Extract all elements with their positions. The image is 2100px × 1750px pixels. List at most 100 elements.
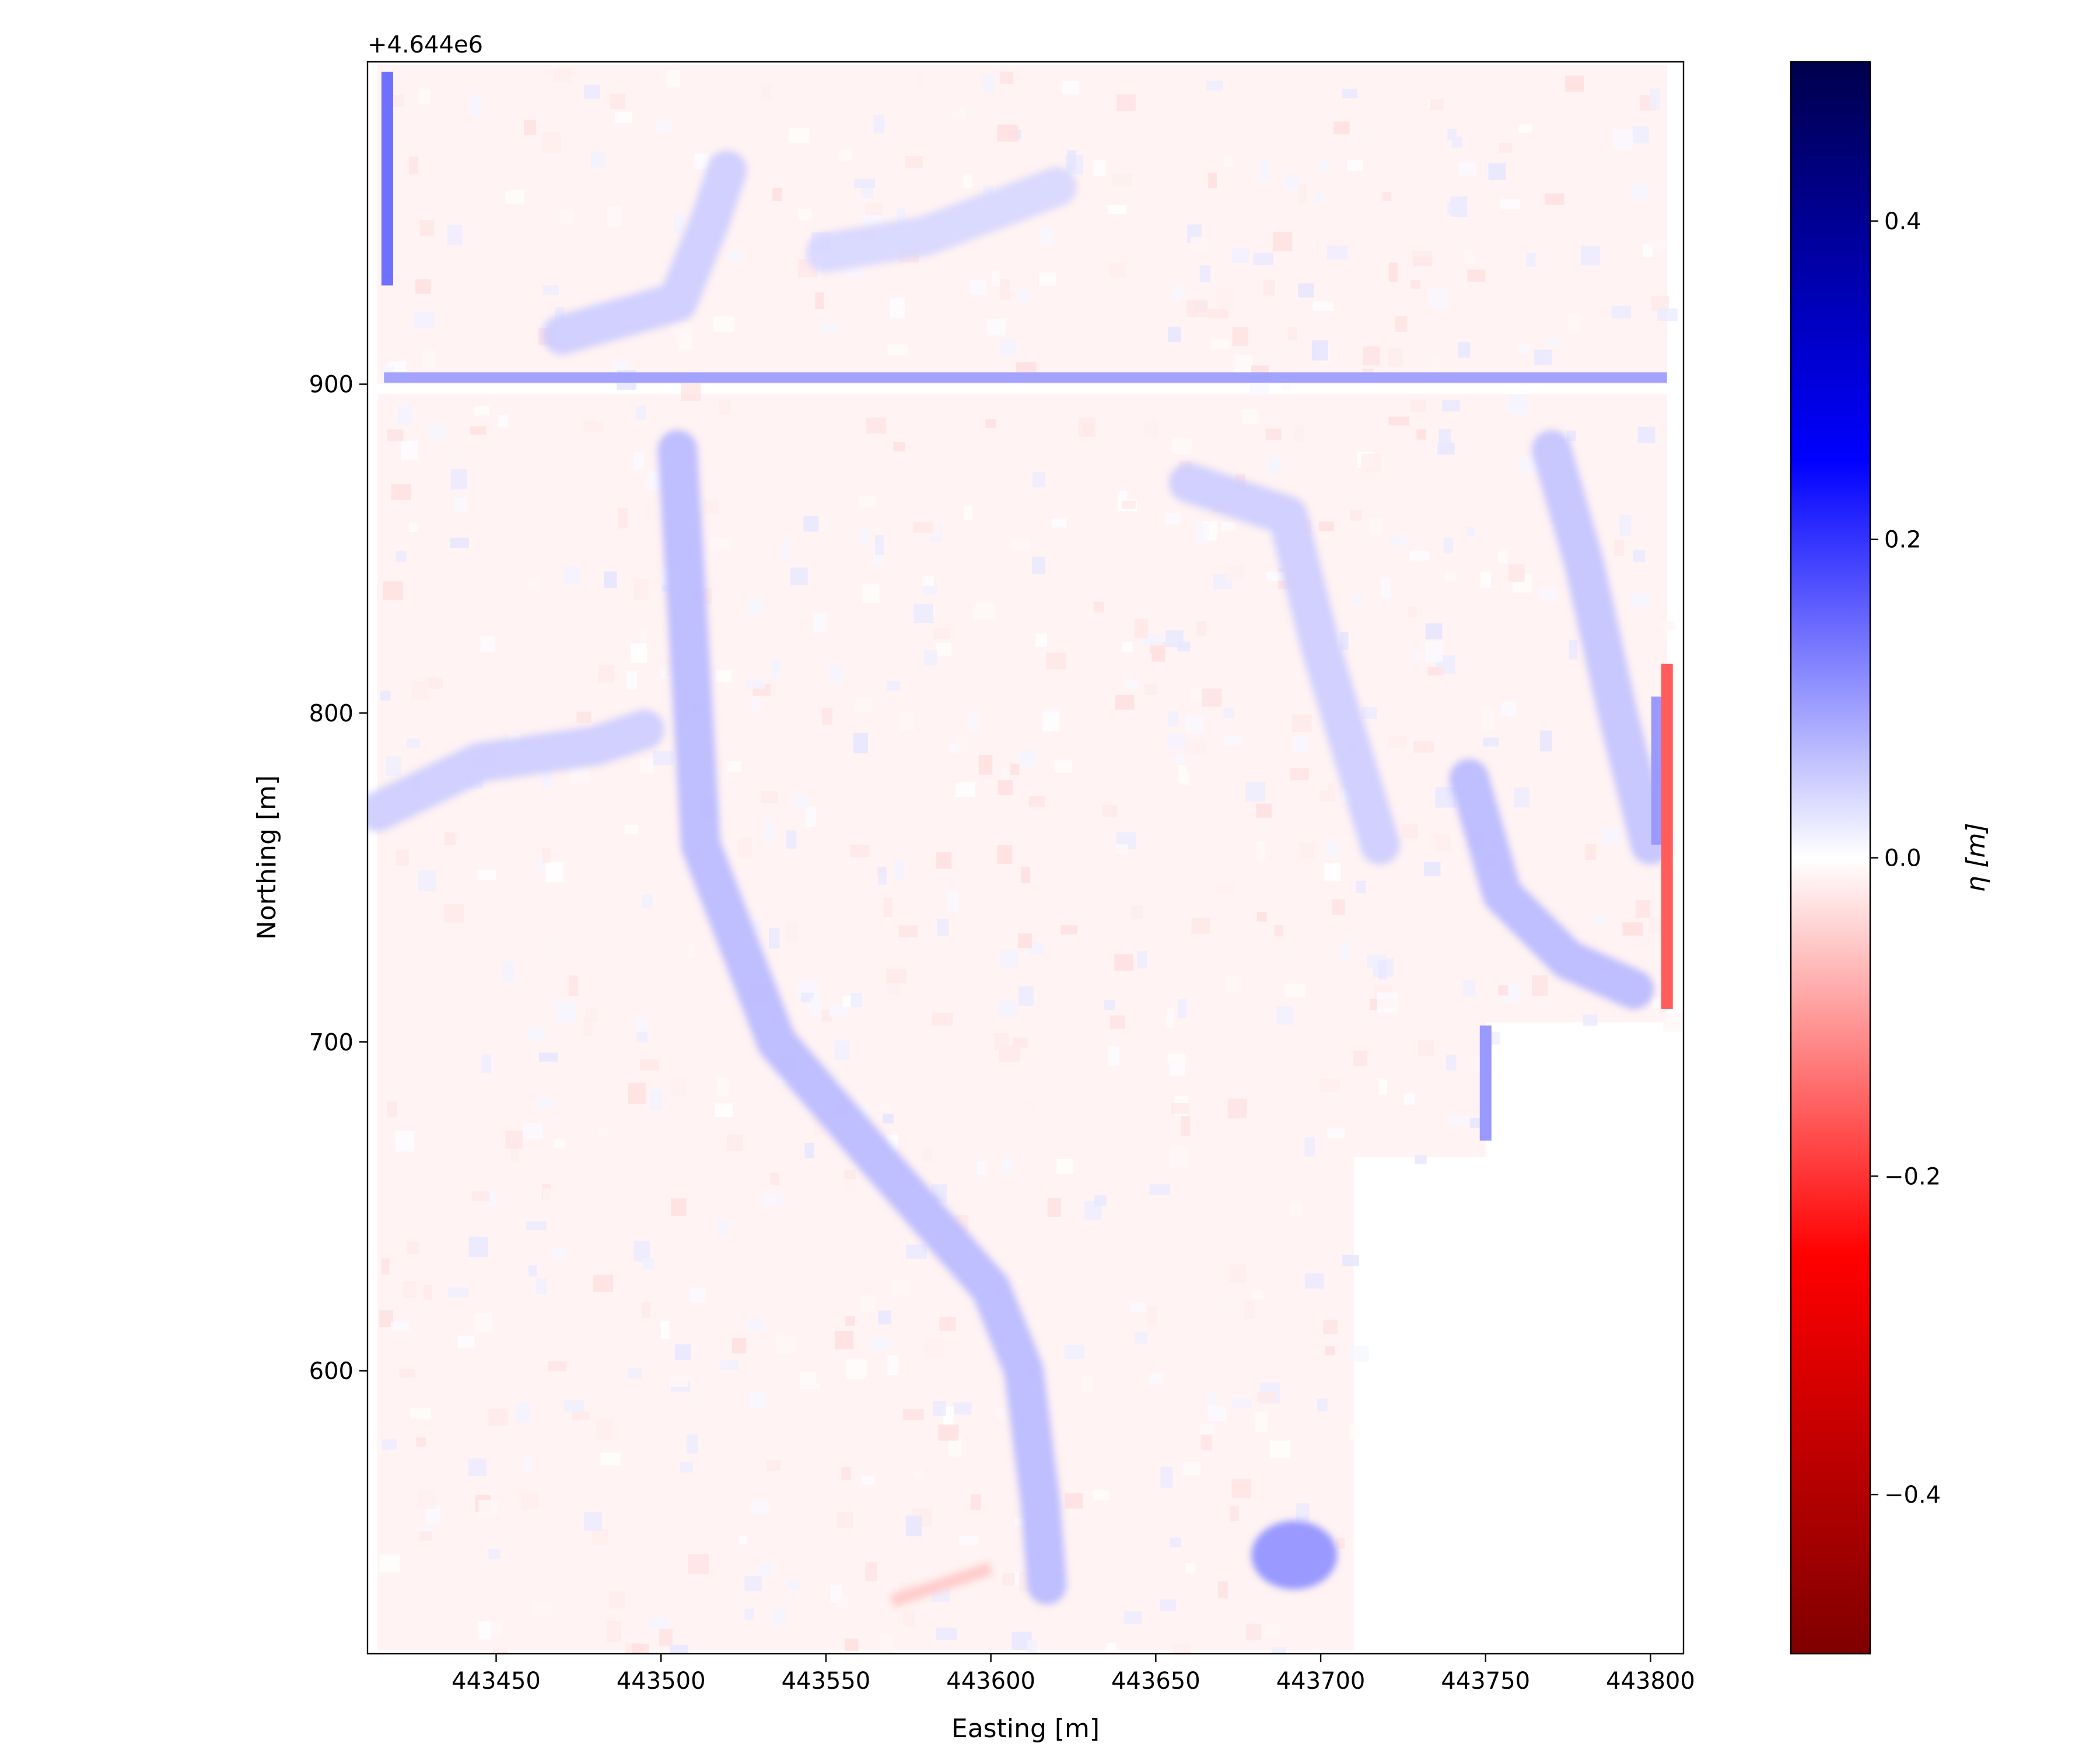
noise-cell bbox=[1108, 1045, 1119, 1066]
noise-cell bbox=[1169, 1063, 1185, 1076]
noise-cell bbox=[1538, 588, 1558, 600]
noise-cell bbox=[951, 108, 965, 120]
noise-cell bbox=[1657, 308, 1678, 321]
noise-cell bbox=[415, 279, 431, 294]
noise-cell bbox=[845, 1316, 855, 1326]
noise-cell bbox=[1388, 416, 1409, 426]
noise-cell bbox=[1287, 327, 1297, 341]
x-tick-label: 443550 bbox=[782, 1668, 871, 1695]
noise-cell bbox=[1320, 1079, 1340, 1093]
noise-cell bbox=[959, 1535, 979, 1546]
noise-cell bbox=[1382, 191, 1391, 201]
noise-cell bbox=[1107, 1643, 1116, 1654]
noise-cell bbox=[502, 961, 515, 982]
noise-cell bbox=[771, 659, 780, 678]
noise-cell bbox=[903, 1610, 915, 1626]
noise-cell bbox=[1423, 862, 1441, 876]
noise-cell bbox=[1167, 1054, 1186, 1063]
noise-cell bbox=[1387, 736, 1408, 748]
noise-cell bbox=[1342, 1255, 1359, 1266]
noise-cell bbox=[1650, 88, 1661, 109]
noise-cell bbox=[748, 1391, 765, 1409]
noise-cell bbox=[1622, 922, 1643, 936]
noise-cell bbox=[936, 642, 951, 657]
noise-cell bbox=[744, 1608, 754, 1620]
noise-cell bbox=[1416, 429, 1426, 440]
noise-cell bbox=[1171, 1102, 1190, 1114]
noise-cell bbox=[687, 1434, 698, 1454]
noise-cell bbox=[878, 1310, 892, 1325]
noise-cell bbox=[1233, 1398, 1252, 1408]
noise-cell bbox=[583, 1016, 593, 1036]
noise-cell bbox=[444, 832, 456, 845]
noise-cell bbox=[558, 209, 574, 225]
noise-cell bbox=[470, 94, 481, 116]
noise-cell bbox=[1135, 618, 1148, 639]
noise-cell bbox=[628, 1368, 642, 1379]
noise-cell bbox=[1445, 571, 1458, 582]
noise-cell bbox=[407, 1241, 419, 1254]
noise-cell bbox=[1046, 652, 1066, 670]
noise-cell bbox=[1018, 288, 1031, 302]
noise-cell bbox=[1382, 999, 1401, 1008]
noise-cell bbox=[607, 206, 622, 226]
noise-cell bbox=[922, 576, 935, 586]
noise-cell bbox=[1216, 884, 1234, 894]
noise-cell bbox=[1517, 124, 1532, 133]
noise-cell bbox=[830, 664, 843, 682]
noise-cell bbox=[813, 612, 827, 632]
noise-cell bbox=[515, 1402, 531, 1423]
noise-cell bbox=[655, 152, 664, 167]
noise-cell bbox=[624, 824, 639, 834]
colorbar-tick-label: 0.4 bbox=[1884, 208, 1922, 235]
noise-cell bbox=[1350, 510, 1362, 521]
noise-cell bbox=[1181, 1116, 1191, 1136]
noise-cell bbox=[1631, 593, 1650, 607]
noise-cell bbox=[1336, 1538, 1345, 1549]
noise-cell bbox=[713, 316, 734, 332]
noise-cell bbox=[1404, 1093, 1415, 1105]
band-vertical bbox=[1661, 663, 1673, 1009]
noise-cell bbox=[607, 1189, 623, 1203]
noise-cell bbox=[1083, 1466, 1093, 1488]
band-vertical bbox=[1479, 1026, 1492, 1141]
noise-cell bbox=[1314, 192, 1324, 204]
noise-cell bbox=[1266, 572, 1287, 581]
noise-cell bbox=[923, 1148, 933, 1161]
noise-cell bbox=[1256, 912, 1267, 922]
noise-cell bbox=[1353, 593, 1362, 606]
noise-cell bbox=[1224, 155, 1233, 167]
noise-cell bbox=[539, 1052, 558, 1062]
noise-cell bbox=[1318, 160, 1329, 173]
noise-cell bbox=[775, 1335, 796, 1354]
noise-cell bbox=[880, 1634, 894, 1653]
noise-cell bbox=[957, 736, 969, 755]
noise-cell bbox=[883, 898, 892, 918]
x-tick-label: 443650 bbox=[1111, 1668, 1200, 1695]
noise-cell bbox=[649, 1089, 663, 1110]
noise-cell bbox=[866, 417, 887, 434]
noise-cell bbox=[1272, 232, 1293, 251]
noise-cell bbox=[808, 321, 819, 333]
noise-cell bbox=[1102, 805, 1118, 817]
noise-cell bbox=[598, 665, 614, 682]
noise-cell bbox=[1118, 490, 1128, 502]
noise-cell bbox=[408, 156, 419, 174]
noise-cell bbox=[1446, 1055, 1457, 1070]
noise-cell bbox=[1019, 750, 1035, 767]
noise-cell bbox=[1021, 866, 1030, 884]
noise-cell bbox=[572, 1411, 590, 1420]
noise-cell bbox=[642, 1258, 654, 1269]
noise-cell bbox=[470, 426, 487, 435]
noise-cell bbox=[915, 75, 925, 85]
noise-cell bbox=[841, 1466, 851, 1480]
noise-cell bbox=[834, 1040, 850, 1060]
noise-cell bbox=[1242, 409, 1259, 424]
noise-cell bbox=[548, 1361, 566, 1372]
noise-cell bbox=[1290, 1202, 1303, 1216]
noise-cell bbox=[402, 1281, 416, 1298]
noise-cell bbox=[998, 1000, 1018, 1017]
noise-cell bbox=[615, 111, 632, 124]
noise-cell bbox=[1085, 330, 1104, 341]
